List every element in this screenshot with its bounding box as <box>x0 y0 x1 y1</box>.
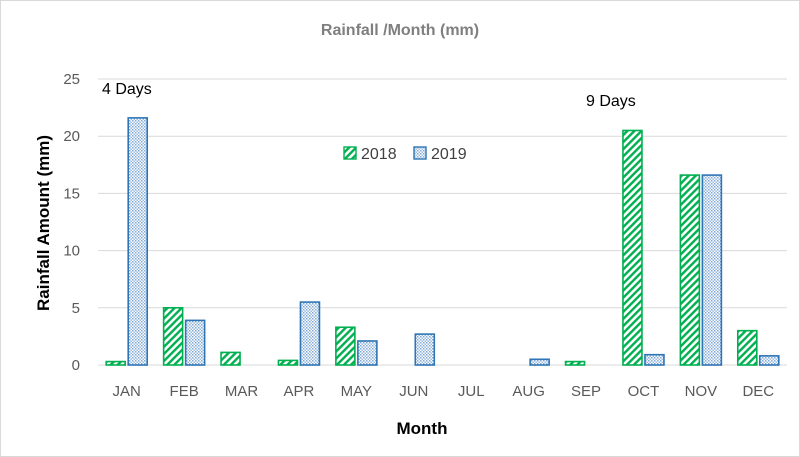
chart-title: Rainfall /Month (mm) <box>321 22 479 39</box>
legend: 2018 2019 <box>343 146 467 163</box>
bar-2018-jan <box>105 360 127 366</box>
bars <box>105 117 780 366</box>
x-axis-title: Month <box>397 419 448 438</box>
y-tick-label: 10 <box>63 243 80 260</box>
bar-2019-nov <box>701 174 723 366</box>
x-tick-label: DEC <box>742 383 774 400</box>
bar-2019-aug <box>529 358 550 366</box>
y-tick-label: 25 <box>63 71 80 88</box>
x-tick-label: JUN <box>399 383 428 400</box>
bar-2019-feb <box>184 319 206 366</box>
bar-2019-oct <box>644 353 665 366</box>
legend-label: 2018 <box>361 146 397 163</box>
legend-swatch <box>413 146 427 160</box>
x-tick-label: MAR <box>225 383 259 400</box>
bar-2018-oct <box>622 129 643 366</box>
bar-2019-jun <box>414 333 436 366</box>
x-tick-label: OCT <box>628 383 660 400</box>
gridlines <box>98 78 787 366</box>
x-tick-label: JAN <box>113 383 141 400</box>
x-tick-label: FEB <box>170 383 199 400</box>
x-tick-label: APR <box>284 383 315 400</box>
y-tick-label: 5 <box>72 300 80 317</box>
bar-2018-feb <box>162 306 184 366</box>
legend-swatch <box>343 146 357 160</box>
bar-2019-jan <box>127 117 149 366</box>
x-tick-label: NOV <box>685 383 718 400</box>
annotations: 4 Days 9 Days <box>102 81 636 110</box>
y-tick-label: 15 <box>63 185 80 202</box>
annotation-label: 9 Days <box>586 93 636 110</box>
bar-2018-may <box>335 326 356 366</box>
y-axis-ticks: 0 5 10 15 20 25 <box>63 71 80 374</box>
x-tick-label: MAY <box>341 383 372 400</box>
x-tick-label: JUL <box>458 383 485 400</box>
bar-2019-dec <box>758 355 780 366</box>
x-axis-categories: JAN FEB MAR APR MAY JUN JUL AUG SEP OCT NOV DEC <box>113 383 775 400</box>
annotation-label: 4 Days <box>102 81 152 98</box>
bar-2019-may <box>357 340 378 366</box>
bar-2018-mar <box>220 351 241 366</box>
y-tick-label: 20 <box>63 128 80 145</box>
bar-2018-apr <box>277 359 299 366</box>
bar-2018-nov <box>679 174 701 366</box>
bar-2018-sep <box>564 360 586 366</box>
bar-2019-apr <box>299 301 321 366</box>
x-tick-label: SEP <box>571 383 601 400</box>
bar-2018-dec <box>736 329 758 366</box>
legend-label: 2019 <box>431 146 467 163</box>
x-tick-label: AUG <box>512 383 545 400</box>
y-tick-label: 0 <box>72 357 80 374</box>
y-axis-title: Rainfall Amount (mm) <box>34 135 53 311</box>
